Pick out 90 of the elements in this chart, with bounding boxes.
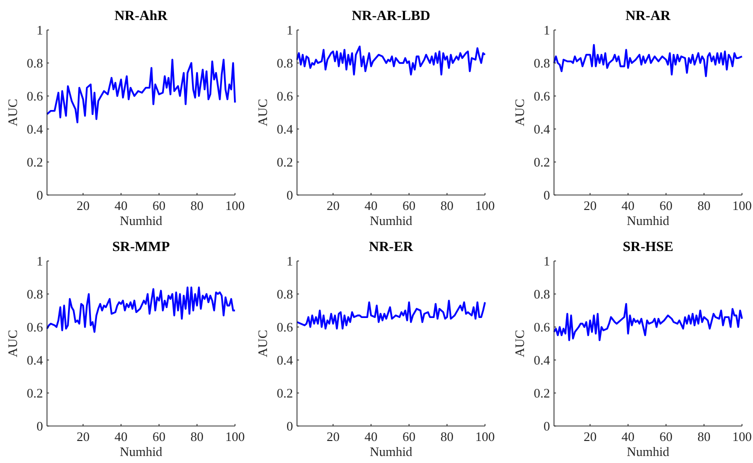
y-tick-label: 0 [286,418,293,434]
chart-title: NR-AR [625,9,672,24]
line-series [553,44,743,78]
y-tick-label: 0.2 [26,386,43,400]
x-tick-label: 40 [622,198,635,213]
y-tick-label: 0 [36,188,43,202]
y-tick-label: 0.8 [534,286,550,302]
y-tick-label: 0.6 [26,88,44,104]
y-tick-label: 0.6 [534,320,550,334]
x-tick-label: 100 [475,198,495,213]
x-tick-label: 80 [190,429,204,444]
y-tick-label: 1 [286,254,293,268]
x-tick-label: 20 [76,198,90,213]
y-tick-label: 0 [36,418,43,434]
y-tick-label: 0 [544,188,550,202]
y-tick-label: 0.8 [276,56,293,70]
x-tick-label: 100 [732,198,752,213]
y-axis-title: AUC [255,98,270,126]
x-axis-title: Numhid [626,444,670,459]
y-tick-label: 0.6 [534,88,550,104]
x-tick-label: 100 [475,429,495,444]
y-tick-label: 0.2 [276,154,293,170]
y-tick-label: 1 [544,254,550,268]
x-tick-label: 100 [225,198,245,213]
y-axis-title: AUC [512,330,527,358]
x-axis-title: Numhid [120,444,163,459]
x-tick-label: 40 [622,429,635,444]
y-tick-label: 0.6 [276,320,294,334]
chart-title: SR-MMP [112,240,170,255]
y-tick-label: 0.8 [26,286,43,302]
x-axis-title: Numhid [120,213,163,228]
x-tick-label: 60 [402,198,416,213]
x-axis-title: Numhid [370,444,413,459]
line-series [296,300,486,330]
y-tick-label: 0.8 [534,56,550,70]
line-series [553,303,743,342]
y-tick-label: 0.8 [276,286,293,302]
y-axis-title: AUC [255,330,270,358]
y-tick-label: 0.4 [276,352,294,368]
x-tick-label: 40 [114,429,128,444]
x-tick-label: 60 [402,429,416,444]
x-tick-label: 80 [440,429,454,444]
y-tick-label: 1 [36,22,43,38]
x-tick-label: 20 [584,198,597,213]
chart-title: NR-AhR [114,9,168,24]
x-tick-label: 20 [76,429,90,444]
y-tick-label: 0.2 [534,386,550,400]
y-axis-title: AUC [5,330,20,358]
y-tick-label: 0 [286,188,293,202]
y-tick-label: 0.4 [534,122,550,136]
y-tick-label: 0.4 [534,352,550,368]
y-tick-label: 0.2 [26,154,43,170]
x-tick-label: 80 [190,198,204,213]
y-tick-label: 0.8 [26,56,43,70]
x-tick-label: 60 [660,198,673,213]
x-tick-label: 40 [364,429,378,444]
y-axis-title: AUC [512,98,527,126]
chart-title: NR-ER [368,240,414,255]
y-tick-label: 0.4 [276,122,294,136]
x-axis-title: Numhid [626,213,670,228]
y-tick-label: 0.4 [26,352,44,368]
x-tick-label: 80 [440,198,454,213]
x-tick-label: 20 [584,429,597,444]
y-axis-title: AUC [5,98,20,126]
x-axis-title: Numhid [370,213,413,228]
x-tick-label: 60 [152,429,166,444]
x-tick-label: 100 [225,429,245,444]
x-tick-label: 60 [660,429,673,444]
y-tick-label: 1 [36,254,43,268]
y-tick-label: 1 [286,22,293,38]
y-tick-label: 1 [544,22,550,38]
x-tick-label: 40 [364,198,378,213]
line-series [46,58,236,124]
x-tick-label: 40 [114,198,128,213]
y-tick-label: 0 [544,418,550,434]
x-tick-label: 20 [326,429,340,444]
y-tick-label: 0.4 [26,122,44,136]
x-tick-label: 80 [698,198,711,213]
x-tick-label: 60 [152,198,166,213]
x-tick-label: 20 [326,198,340,213]
y-tick-label: 0.2 [276,386,293,400]
chart-title: NR-AR-LBD [352,9,430,24]
chart-title: SR-HSE [622,240,674,255]
y-tick-label: 0.2 [534,154,550,170]
y-tick-label: 0.6 [26,320,44,334]
line-series [296,46,486,76]
x-tick-label: 80 [698,429,711,444]
y-tick-label: 0.6 [276,88,294,104]
line-series [46,286,236,333]
x-tick-label: 100 [732,429,752,444]
